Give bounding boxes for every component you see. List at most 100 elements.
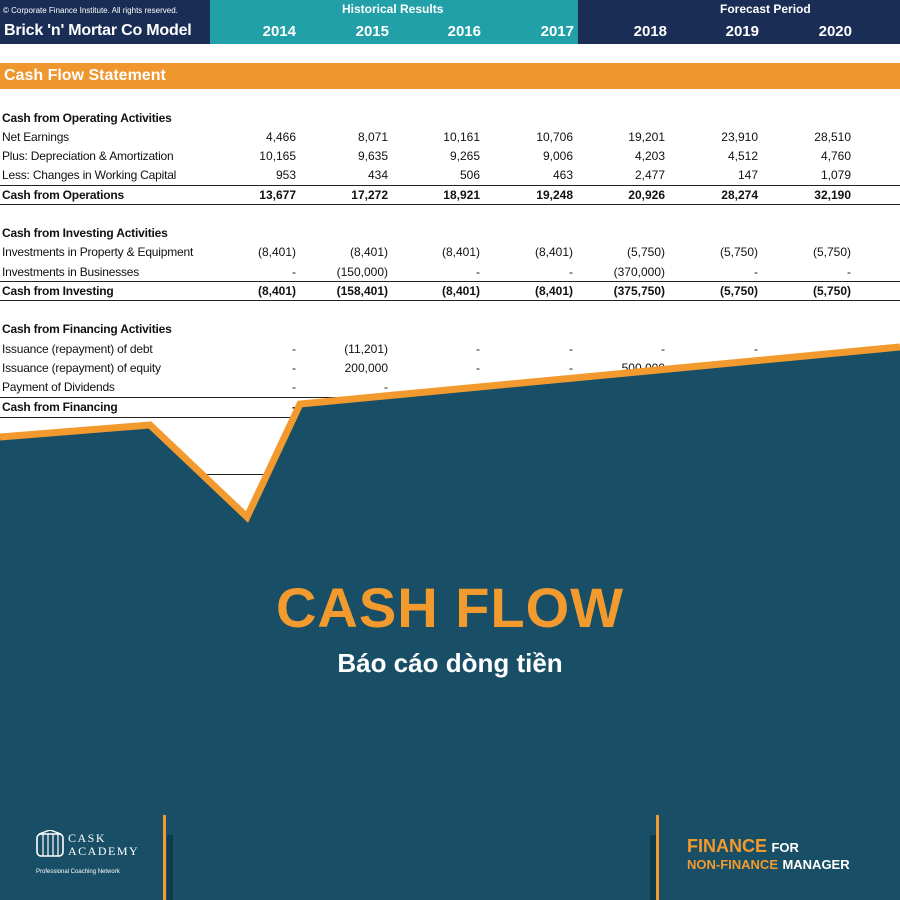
hero-subtitle: Báo cáo dòng tiền (337, 648, 563, 678)
row-label: Investments in Property & Equipment (2, 245, 194, 259)
table-row: Investments in Businesses - (150,000) - - (37… (0, 263, 900, 282)
table-row: Plus: Depreciation & Amortization 10,165 9… (0, 147, 900, 166)
cell-value-2017: 19,248 (536, 188, 573, 202)
row-label: Payment of Dividends (2, 380, 115, 394)
year-2016: 2016 (447, 23, 481, 40)
year-2019: 2019 (725, 23, 759, 40)
cell-value-2014: 953 (275, 168, 296, 182)
brand-word-manager: MANAGER (782, 857, 850, 872)
cell-value-2014: - (292, 361, 296, 375)
cell-value-2020: - (847, 265, 851, 279)
cell-value-2015: 8,071 (357, 130, 388, 144)
row-label: Cash from Operating Activities (2, 111, 172, 125)
hero-panel-shape (0, 347, 900, 900)
cell-value-2020: 28,510 (814, 130, 851, 144)
section-heading-row: Cash from Investing Activities (0, 224, 900, 243)
section-bar: Cash Flow Statement (0, 63, 900, 89)
cell-value-2018: (375,750) (613, 284, 665, 298)
cell-value-2014: 10,165 (259, 149, 296, 163)
header-forecast-cell: Forecast Period (578, 0, 900, 20)
cell-value-2018: (5,750) (626, 245, 665, 259)
cell-value-2020: (5,750) (812, 284, 851, 298)
year-2020: 2020 (818, 23, 852, 40)
section-heading-row: Cash from Financing Activities (0, 320, 900, 339)
row-label: Cash from Financing Activities (2, 322, 172, 336)
cask-academy-brand: CASK ACADEMY Professional Coaching Netwo… (36, 828, 156, 878)
row-label: Cash from Investing Activities (2, 226, 168, 240)
cell-value-2016: - (476, 342, 480, 356)
cell-value-2015: 200,000 (344, 361, 388, 375)
brand-name-line2: ACADEMY (68, 844, 140, 858)
cell-value-2017: 9,006 (542, 149, 573, 163)
cell-value-2018: 4,203 (634, 149, 665, 163)
cell-value-2017: (8,401) (534, 245, 573, 259)
cell-value-2014: - (292, 265, 296, 279)
row-label: Plus: Depreciation & Amortization (2, 149, 174, 163)
table-row: Investments in Property & Equipment (8,40… (0, 243, 900, 262)
cell-value-2020: 1,079 (820, 168, 851, 182)
year-2018: 2018 (633, 23, 667, 40)
row-label: Less: Changes in Working Capital (2, 168, 177, 182)
cell-value-2016: - (476, 361, 480, 375)
cell-value-2017: - (569, 361, 573, 375)
forecast-period-label: Forecast Period (720, 2, 811, 16)
table-row: Net Earnings 4,466 8,071 10,161 10,706 19,201… (0, 128, 900, 147)
cell-value-2017: 10,706 (536, 130, 573, 144)
table-rule (0, 185, 900, 186)
row-label: Cash from Operations (2, 188, 125, 202)
cask-academy-name: CASK ACADEMY (68, 832, 139, 858)
model-title: Brick 'n' Mortar Co Model (4, 22, 192, 39)
row-label: Issuance (repayment) of debt (2, 342, 153, 356)
orange-zigzag-line (0, 343, 900, 523)
cell-value-2018: 20,926 (628, 188, 665, 202)
cell-value-2019: (5,750) (719, 284, 758, 298)
cell-value-2015: 434 (367, 168, 388, 182)
brand-name-line1: CASK (68, 831, 107, 845)
copyright-text: © Corporate Finance Institute. All right… (3, 6, 178, 15)
brand-word-finance: FINANCE (687, 836, 767, 856)
cell-value-2014: (8,401) (257, 284, 296, 298)
cell-value-2015: (11,201) (344, 342, 388, 356)
cell-value-2015: (8,401) (349, 245, 388, 259)
cell-value-2016: (8,401) (441, 245, 480, 259)
year-2015: 2015 (355, 23, 389, 40)
cell-value-2019: 28,274 (721, 188, 758, 202)
cell-value-2018: - (661, 342, 665, 356)
cell-value-2016: 506 (459, 168, 480, 182)
cell-value-2018: (370,000) (613, 265, 665, 279)
header-historical-cell: Historical Results (210, 0, 578, 20)
brand-word-non-finance: NON-FINANCE (687, 857, 778, 872)
cell-value-2014: (8,401) (257, 245, 296, 259)
cell-value-2016: 9,265 (449, 149, 480, 163)
section-title: Cash Flow Statement (4, 67, 166, 84)
cell-value-2015: 17,272 (351, 188, 388, 202)
row-label: Net Earnings (2, 130, 69, 144)
row-label: Issuance (repayment) of equity (2, 361, 161, 375)
cell-value-2019: - (754, 342, 758, 356)
cell-value-2014: - (292, 400, 296, 414)
table-rule (0, 300, 900, 301)
cell-value-2018: 2,477 (634, 168, 665, 182)
header-row-years: Brick 'n' Mortar Co Model 2014 2015 2016… (0, 20, 900, 44)
year-2017: 2017 (540, 23, 574, 40)
cell-value-2018: 19,201 (628, 130, 665, 144)
cell-value-2014: 4,466 (265, 130, 296, 144)
cell-value-2014: 13,677 (259, 188, 296, 202)
divider-right-shadow (650, 835, 656, 900)
cell-value-2017: - (569, 342, 573, 356)
cell-value-2017: - (569, 265, 573, 279)
row-label: Cash from Investing (2, 284, 114, 298)
historical-years-cell (210, 20, 578, 44)
cell-value-2016: (8,401) (441, 284, 480, 298)
cell-value-2019: 4,512 (727, 149, 758, 163)
row-label: Investments in Businesses (2, 265, 140, 279)
cell-value-2020: 32,190 (814, 188, 851, 202)
table-rule (0, 281, 900, 282)
historical-results-label: Historical Results (342, 2, 444, 16)
cell-value-2019: 147 (737, 168, 758, 182)
header-row-top: © Corporate Finance Institute. All right… (0, 0, 900, 20)
total-row: Cash from Investing (8,401) (158,401) (8,40… (0, 282, 900, 301)
table-rule (0, 204, 900, 205)
table-row: Issuance (repayment) of debt - (11,201) - - -… (0, 340, 900, 359)
